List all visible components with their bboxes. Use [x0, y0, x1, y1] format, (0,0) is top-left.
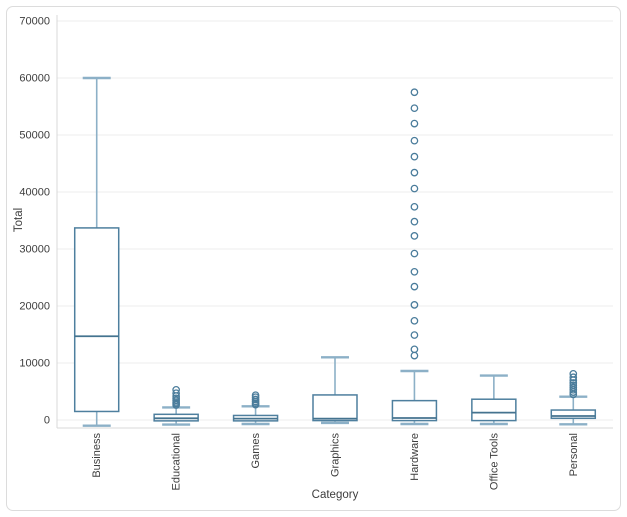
outlier-point-hardware	[410, 202, 419, 211]
outlier-point-educational	[172, 394, 180, 403]
outlier-point-hardware	[410, 119, 419, 128]
outlier-point-hardware	[410, 217, 419, 226]
x-tick-label-business: Business	[91, 433, 103, 478]
outlier-point-hardware	[410, 282, 419, 291]
outlier-point-hardware	[410, 232, 419, 240]
x-tick-label-educational: Educational	[171, 433, 183, 491]
x-tick-label-graphics: Graphics	[330, 433, 342, 478]
box-iqr-office-tools	[471, 398, 517, 422]
y-tick-label: 30000	[19, 244, 50, 256]
outlier-point-hardware	[410, 301, 419, 309]
x-axis-title: Category	[311, 489, 359, 501]
y-tick-label: 40000	[19, 187, 50, 199]
y-tick-label: 70000	[19, 15, 50, 27]
x-tick-label-office-tools: Office Tools	[488, 433, 500, 491]
outlier-point-educational	[172, 385, 180, 394]
outlier-point-games	[251, 395, 260, 404]
outlier-point-hardware	[410, 316, 419, 325]
outlier-point-hardware	[410, 351, 419, 360]
y-tick-label: 60000	[19, 72, 50, 84]
y-tick-label: 50000	[19, 129, 50, 141]
outlier-point-personal	[569, 381, 578, 390]
outlier-point-hardware	[410, 267, 419, 276]
box-iqr-business	[73, 227, 120, 413]
box-iqr-hardware	[391, 399, 438, 422]
outlier-point-personal	[569, 373, 578, 382]
outlier-point-hardware	[410, 249, 419, 258]
y-tick-label: 0	[44, 415, 50, 427]
outlier-point-personal	[569, 379, 578, 387]
x-tick-label-personal: Personal	[568, 433, 580, 476]
outlier-point-hardware	[410, 184, 419, 193]
x-tick-label-hardware: Hardware	[409, 433, 421, 481]
outlier-point-personal	[569, 383, 578, 392]
outlier-point-personal	[569, 369, 578, 378]
box-iqr-graphics	[312, 394, 358, 422]
outlier-point-hardware	[410, 104, 419, 113]
outlier-point-games	[251, 391, 260, 400]
box-iqr-personal	[550, 409, 597, 420]
outlier-point-hardware	[410, 168, 419, 177]
outlier-point-hardware	[410, 136, 419, 145]
outlier-point-hardware	[410, 152, 419, 161]
y-axis-title: Total	[13, 207, 25, 233]
outlier-point-hardware	[410, 345, 419, 354]
y-tick-label: 10000	[19, 358, 50, 370]
outlier-point-hardware	[410, 88, 419, 97]
outlier-point-hardware	[410, 331, 419, 339]
x-tick-label-games: Games	[250, 433, 262, 469]
outlier-point-educational	[172, 389, 180, 398]
y-tick-label: 20000	[19, 301, 50, 313]
